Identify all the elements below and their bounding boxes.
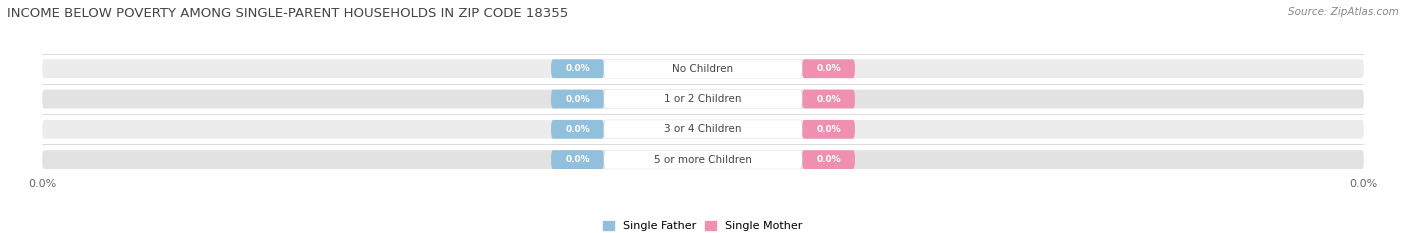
FancyBboxPatch shape [42, 120, 1364, 139]
Text: No Children: No Children [672, 64, 734, 74]
FancyBboxPatch shape [605, 120, 801, 139]
Legend: Single Father, Single Mother: Single Father, Single Mother [599, 216, 807, 233]
Text: INCOME BELOW POVERTY AMONG SINGLE-PARENT HOUSEHOLDS IN ZIP CODE 18355: INCOME BELOW POVERTY AMONG SINGLE-PARENT… [7, 7, 568, 20]
FancyBboxPatch shape [42, 90, 1364, 108]
Text: Source: ZipAtlas.com: Source: ZipAtlas.com [1288, 7, 1399, 17]
Text: 0.0%: 0.0% [565, 125, 589, 134]
FancyBboxPatch shape [551, 59, 605, 78]
FancyBboxPatch shape [605, 59, 801, 78]
Text: 0.0%: 0.0% [565, 95, 589, 103]
FancyBboxPatch shape [42, 150, 1364, 169]
FancyBboxPatch shape [551, 120, 605, 139]
FancyBboxPatch shape [42, 59, 1364, 78]
Text: 0.0%: 0.0% [817, 155, 841, 164]
Text: 0.0%: 0.0% [817, 125, 841, 134]
Text: 0.0%: 0.0% [565, 64, 589, 73]
Text: 3 or 4 Children: 3 or 4 Children [664, 124, 742, 134]
FancyBboxPatch shape [551, 90, 605, 108]
FancyBboxPatch shape [551, 150, 605, 169]
Text: 0.0%: 0.0% [817, 64, 841, 73]
Text: 5 or more Children: 5 or more Children [654, 155, 752, 164]
Text: 1 or 2 Children: 1 or 2 Children [664, 94, 742, 104]
FancyBboxPatch shape [801, 150, 855, 169]
Text: 0.0%: 0.0% [817, 95, 841, 103]
FancyBboxPatch shape [801, 120, 855, 139]
FancyBboxPatch shape [605, 150, 801, 169]
Text: 0.0%: 0.0% [565, 155, 589, 164]
FancyBboxPatch shape [801, 90, 855, 108]
FancyBboxPatch shape [801, 59, 855, 78]
FancyBboxPatch shape [605, 90, 801, 108]
